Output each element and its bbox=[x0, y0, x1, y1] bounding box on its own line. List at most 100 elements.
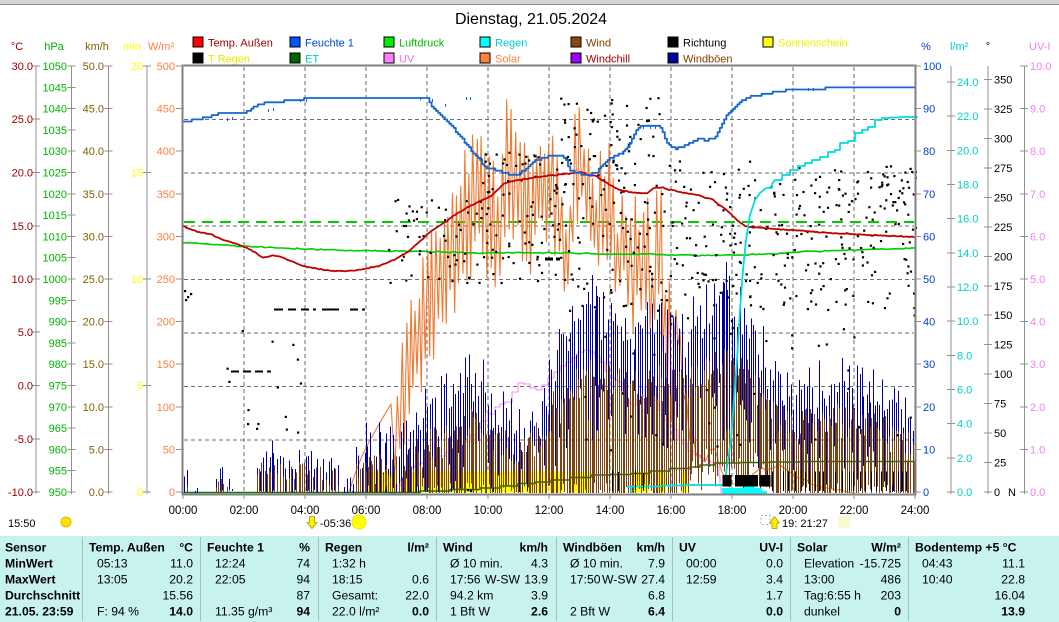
svg-text:25.0: 25.0 bbox=[12, 114, 33, 126]
svg-text:970: 970 bbox=[49, 402, 67, 414]
svg-text:1050: 1050 bbox=[43, 61, 67, 73]
svg-text:0.0: 0.0 bbox=[766, 557, 783, 571]
svg-text:%: % bbox=[299, 541, 310, 555]
svg-text:00:00: 00:00 bbox=[686, 557, 717, 571]
svg-text:Richtung: Richtung bbox=[683, 38, 726, 50]
svg-text:10.0: 10.0 bbox=[12, 274, 33, 286]
svg-text:1.7: 1.7 bbox=[766, 589, 783, 603]
svg-text:1040: 1040 bbox=[43, 104, 67, 116]
svg-text:22.0: 22.0 bbox=[957, 111, 978, 123]
svg-text:7.0: 7.0 bbox=[1030, 189, 1045, 201]
svg-text:125: 125 bbox=[994, 340, 1012, 352]
svg-text:75: 75 bbox=[994, 399, 1006, 411]
svg-text:20: 20 bbox=[923, 402, 935, 414]
svg-text:2.6: 2.6 bbox=[531, 605, 548, 619]
svg-text:87: 87 bbox=[296, 589, 310, 603]
svg-text:Solar: Solar bbox=[797, 541, 828, 555]
svg-text:Gesamt:: Gesamt: bbox=[332, 589, 378, 603]
svg-text:12:24: 12:24 bbox=[215, 557, 246, 571]
svg-text:04:00: 04:00 bbox=[291, 505, 320, 517]
svg-text:13:00: 13:00 bbox=[804, 573, 835, 587]
svg-text:22.8: 22.8 bbox=[1001, 573, 1025, 587]
svg-text:955: 955 bbox=[49, 466, 67, 478]
svg-text:ET: ET bbox=[305, 54, 319, 66]
svg-text:°: ° bbox=[986, 41, 990, 53]
svg-text:10.0: 10.0 bbox=[83, 402, 104, 414]
svg-text:2.0: 2.0 bbox=[957, 453, 972, 465]
svg-text:05:13: 05:13 bbox=[97, 557, 128, 571]
svg-text:W/m²: W/m² bbox=[148, 41, 175, 53]
svg-text:9.0: 9.0 bbox=[1030, 104, 1045, 116]
svg-text:500: 500 bbox=[157, 61, 175, 73]
svg-text:20.2: 20.2 bbox=[169, 573, 193, 587]
svg-text:7.9: 7.9 bbox=[648, 557, 665, 571]
svg-text:5.0: 5.0 bbox=[18, 327, 33, 339]
svg-text:50: 50 bbox=[923, 274, 935, 286]
svg-text:-10.0: -10.0 bbox=[8, 487, 33, 499]
svg-text:980: 980 bbox=[49, 359, 67, 371]
svg-text:150: 150 bbox=[994, 310, 1012, 322]
svg-text:100: 100 bbox=[994, 369, 1012, 381]
svg-text:1045: 1045 bbox=[43, 82, 67, 94]
svg-text:100: 100 bbox=[157, 402, 175, 414]
svg-text:350: 350 bbox=[157, 189, 175, 201]
svg-text:74: 74 bbox=[296, 557, 310, 571]
svg-text:40.0: 40.0 bbox=[83, 146, 104, 158]
svg-text:5: 5 bbox=[137, 381, 143, 393]
svg-text:W/m²: W/m² bbox=[871, 541, 901, 555]
svg-text:Tag:6:55 h: Tag:6:55 h bbox=[804, 589, 861, 603]
svg-text:1020: 1020 bbox=[43, 189, 67, 201]
svg-text:1030: 1030 bbox=[43, 146, 67, 158]
svg-text:50.0: 50.0 bbox=[83, 61, 104, 73]
svg-text:200: 200 bbox=[157, 317, 175, 329]
svg-text:13.9: 13.9 bbox=[1001, 605, 1025, 619]
svg-text:1.0: 1.0 bbox=[1030, 444, 1045, 456]
svg-text:20.0: 20.0 bbox=[83, 317, 104, 329]
svg-text:20.0: 20.0 bbox=[12, 168, 33, 180]
svg-text:Dienstag, 21.05.2024: Dienstag, 21.05.2024 bbox=[455, 11, 607, 28]
svg-text:19: 21:27: 19: 21:27 bbox=[782, 518, 828, 530]
svg-text:15.56: 15.56 bbox=[163, 589, 194, 603]
svg-text:486: 486 bbox=[881, 573, 902, 587]
svg-text:8.0: 8.0 bbox=[957, 350, 972, 362]
svg-text:3.4: 3.4 bbox=[766, 573, 783, 587]
svg-text:225: 225 bbox=[994, 222, 1012, 234]
svg-text:15.0: 15.0 bbox=[83, 359, 104, 371]
svg-text:450: 450 bbox=[157, 104, 175, 116]
svg-text:l/m²: l/m² bbox=[407, 541, 429, 555]
svg-text:Wind: Wind bbox=[586, 38, 611, 50]
svg-text:200: 200 bbox=[994, 251, 1012, 263]
svg-text:dunkel: dunkel bbox=[804, 605, 840, 619]
svg-text:-05:36: -05:36 bbox=[320, 518, 351, 530]
svg-text:22.0 l/m²: 22.0 l/m² bbox=[332, 605, 379, 619]
svg-text:Sonnenschein: Sonnenschein bbox=[778, 38, 848, 50]
svg-text:Elevation: Elevation bbox=[804, 557, 854, 571]
svg-text:12:59: 12:59 bbox=[686, 573, 717, 587]
svg-text:960: 960 bbox=[49, 444, 67, 456]
svg-text:0.6: 0.6 bbox=[412, 573, 429, 587]
svg-text:Wind: Wind bbox=[443, 541, 473, 555]
svg-text:0.0: 0.0 bbox=[18, 381, 33, 393]
svg-text:5.0: 5.0 bbox=[89, 444, 104, 456]
svg-text:400: 400 bbox=[157, 146, 175, 158]
svg-text:30.0: 30.0 bbox=[83, 231, 104, 243]
svg-text:10:40: 10:40 bbox=[922, 573, 953, 587]
svg-text:27.4: 27.4 bbox=[641, 573, 665, 587]
svg-text:15.0: 15.0 bbox=[12, 221, 33, 233]
svg-text:0.0: 0.0 bbox=[1030, 487, 1045, 499]
svg-text:50: 50 bbox=[163, 444, 175, 456]
svg-text:Bodentemp +5 °C: Bodentemp +5 °C bbox=[915, 541, 1017, 555]
svg-text:10:00: 10:00 bbox=[474, 505, 503, 517]
svg-text:UV-I: UV-I bbox=[759, 541, 783, 555]
svg-text:25.0: 25.0 bbox=[83, 274, 104, 286]
svg-text:Windböen: Windböen bbox=[683, 54, 733, 66]
svg-text:1025: 1025 bbox=[43, 168, 67, 180]
svg-text:Regen: Regen bbox=[495, 38, 527, 50]
svg-text:300: 300 bbox=[994, 133, 1012, 145]
svg-text:325: 325 bbox=[994, 104, 1012, 116]
svg-text:11.0: 11.0 bbox=[170, 557, 193, 571]
svg-text:km/h: km/h bbox=[85, 41, 109, 53]
svg-text:14.0: 14.0 bbox=[957, 248, 978, 260]
svg-text:Luftdruck: Luftdruck bbox=[399, 38, 445, 50]
svg-text:18.0: 18.0 bbox=[957, 180, 978, 192]
